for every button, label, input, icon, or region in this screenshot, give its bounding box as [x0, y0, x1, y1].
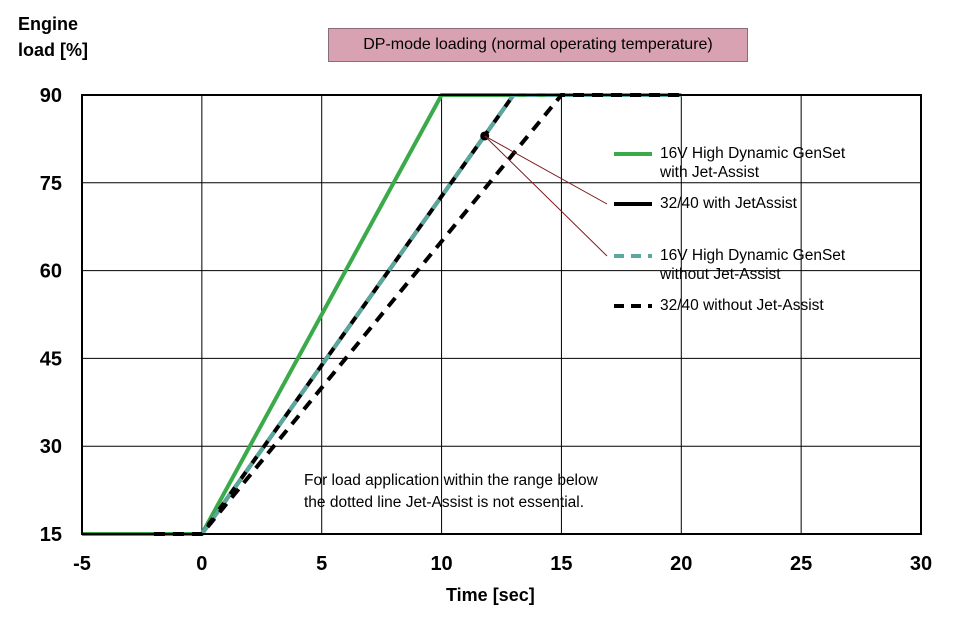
x-tick-label: 30: [910, 553, 932, 575]
legend-label-2: 32/40 with JetAssist: [660, 195, 797, 212]
y-tick-label: 30: [40, 436, 62, 458]
x-tick-label: 5: [316, 553, 327, 575]
legend-label-4: 32/40 without Jet-Assist: [660, 297, 824, 314]
legend-swatches: [614, 152, 652, 308]
legend-label-1-line-1: 16V High Dynamic GenSet: [660, 145, 846, 162]
annotation-line-1: For load application within the range be…: [304, 472, 598, 489]
leader-line-2: [484, 135, 608, 257]
chart-title: DP-mode loading (normal operating temper…: [328, 28, 748, 62]
x-tick-label: 20: [670, 553, 692, 575]
legend-label-3-line-1: 16V High Dynamic GenSet: [660, 247, 846, 264]
x-tick-label: 25: [790, 553, 812, 575]
x-axis-label: Time [sec]: [446, 585, 535, 605]
y-tick-label: 90: [40, 85, 62, 107]
x-tick-label: -5: [73, 553, 91, 575]
y-tick-label: 15: [40, 524, 62, 546]
y-axis-label-line-1: Engine: [18, 14, 79, 34]
y-tick-label: 75: [40, 173, 62, 195]
series-layer: [82, 93, 682, 536]
legend-label-1-line-2: with Jet-Assist: [660, 164, 760, 181]
y-tick-label: 60: [40, 261, 62, 283]
y-tick-label: 45: [40, 348, 62, 370]
x-tick-label: 15: [550, 553, 572, 575]
annotation-line-2: the dotted line Jet-Assist is not essent…: [304, 494, 585, 511]
tick-labels: -5 0 5 10 15 20 25 30 15 30 45 60 75 90: [40, 85, 932, 575]
leader-line-1: [484, 135, 608, 205]
y-axis-label-line-2: load [%]: [18, 40, 88, 60]
series-line-4: [153, 93, 682, 536]
plot-frame: [81, 94, 922, 535]
x-tick-label: 0: [196, 553, 207, 575]
leader-lines: [484, 135, 608, 257]
legend-label-3-line-2: without Jet-Assist: [660, 266, 781, 283]
x-tick-label: 10: [430, 553, 452, 575]
